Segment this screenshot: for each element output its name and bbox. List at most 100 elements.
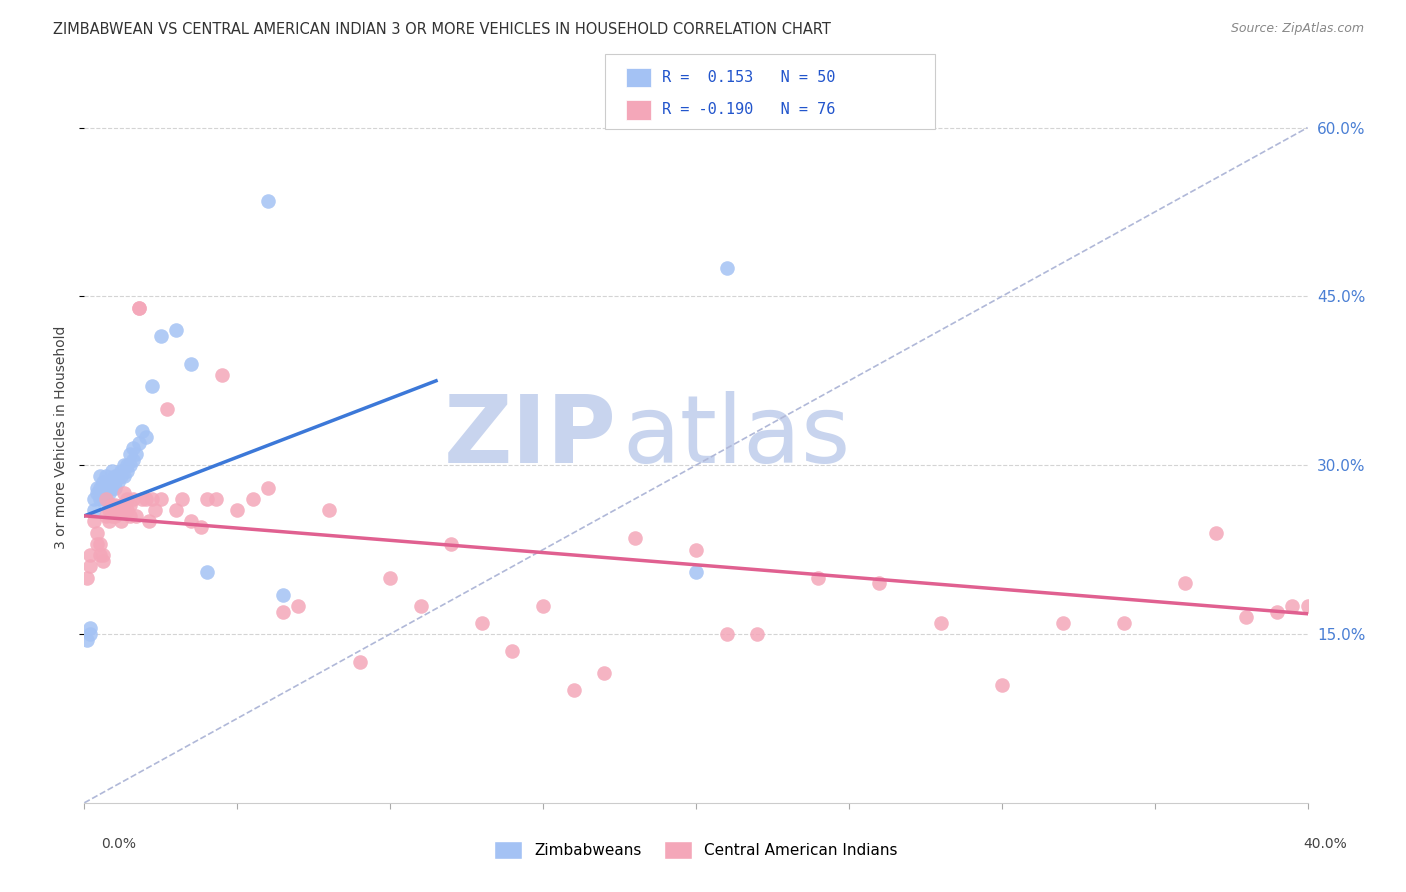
Point: [120, 447, 142, 461]
Point: [115, 503, 138, 517]
Point: [1114, 615, 1136, 630]
Point: [226, 503, 249, 517]
Text: atlas: atlas: [623, 391, 851, 483]
Point: [624, 532, 647, 546]
Point: [165, 503, 187, 517]
Point: [91, 554, 114, 568]
Text: ZIMBABWEAN VS CENTRAL AMERICAN INDIAN 3 OR MORE VEHICLES IN HOUSEHOLD CORRELATIO: ZIMBABWEAN VS CENTRAL AMERICAN INDIAN 3 …: [53, 22, 831, 37]
Point: [257, 481, 280, 495]
Point: [91, 486, 114, 500]
Point: [141, 379, 163, 393]
Point: [257, 194, 280, 208]
Point: [86, 537, 108, 551]
Point: [271, 605, 294, 619]
Point: [79, 627, 101, 641]
Point: [242, 491, 264, 506]
Point: [89, 469, 111, 483]
Point: [122, 442, 145, 456]
Point: [115, 464, 138, 478]
Point: [440, 537, 463, 551]
Point: [76, 571, 98, 585]
Point: [91, 548, 114, 562]
Point: [205, 491, 228, 506]
Point: [716, 627, 738, 641]
Point: [190, 520, 212, 534]
Point: [1205, 525, 1227, 540]
Point: [83, 503, 105, 517]
Point: [86, 525, 108, 540]
Point: [471, 615, 494, 630]
Point: [122, 452, 145, 467]
Point: [195, 565, 218, 579]
Point: [135, 491, 157, 506]
Point: [120, 498, 142, 512]
Text: Source: ZipAtlas.com: Source: ZipAtlas.com: [1230, 22, 1364, 36]
Point: [112, 486, 135, 500]
Point: [929, 615, 952, 630]
Point: [97, 503, 120, 517]
Point: [110, 498, 132, 512]
Point: [1265, 605, 1288, 619]
Y-axis label: 3 or more Vehicles in Household: 3 or more Vehicles in Household: [55, 326, 69, 549]
Point: [716, 261, 738, 276]
Point: [128, 435, 150, 450]
Point: [110, 469, 132, 483]
Point: [125, 508, 148, 523]
Legend: Zimbabweans, Central American Indians: Zimbabweans, Central American Indians: [488, 835, 904, 864]
Point: [104, 498, 127, 512]
Point: [380, 571, 402, 585]
Point: [79, 559, 101, 574]
Point: [115, 491, 138, 506]
Point: [125, 447, 148, 461]
Point: [349, 655, 371, 669]
Point: [97, 475, 120, 489]
Point: [89, 548, 111, 562]
Point: [138, 515, 160, 529]
Point: [104, 469, 127, 483]
Point: [502, 644, 524, 658]
Point: [991, 678, 1014, 692]
Text: R =  0.153   N = 50: R = 0.153 N = 50: [662, 70, 835, 85]
Point: [149, 328, 172, 343]
Point: [97, 486, 120, 500]
Point: [143, 503, 166, 517]
Point: [101, 464, 124, 478]
Point: [1281, 599, 1303, 613]
Point: [89, 481, 111, 495]
Point: [89, 537, 111, 551]
Point: [91, 475, 114, 489]
Point: [318, 503, 340, 517]
Point: [104, 508, 127, 523]
Point: [115, 458, 138, 473]
Point: [172, 491, 194, 506]
Point: [101, 475, 124, 489]
Point: [869, 576, 891, 591]
Point: [156, 401, 179, 416]
Point: [112, 458, 135, 473]
Point: [89, 491, 111, 506]
Point: [180, 357, 202, 371]
Point: [101, 508, 124, 523]
Point: [83, 515, 105, 529]
Point: [131, 425, 153, 439]
Point: [101, 481, 124, 495]
Point: [271, 588, 294, 602]
Point: [120, 508, 142, 523]
Point: [747, 627, 769, 641]
Point: [79, 621, 101, 635]
Point: [94, 481, 117, 495]
Point: [685, 542, 707, 557]
Point: [562, 683, 585, 698]
Point: [128, 301, 150, 315]
Text: 40.0%: 40.0%: [1303, 837, 1347, 851]
Point: [94, 469, 117, 483]
Point: [94, 491, 117, 506]
Point: [211, 368, 233, 383]
Point: [180, 515, 202, 529]
Point: [107, 469, 129, 483]
Point: [107, 503, 129, 517]
Point: [131, 491, 153, 506]
Point: [112, 503, 135, 517]
Point: [83, 491, 105, 506]
Point: [107, 475, 129, 489]
